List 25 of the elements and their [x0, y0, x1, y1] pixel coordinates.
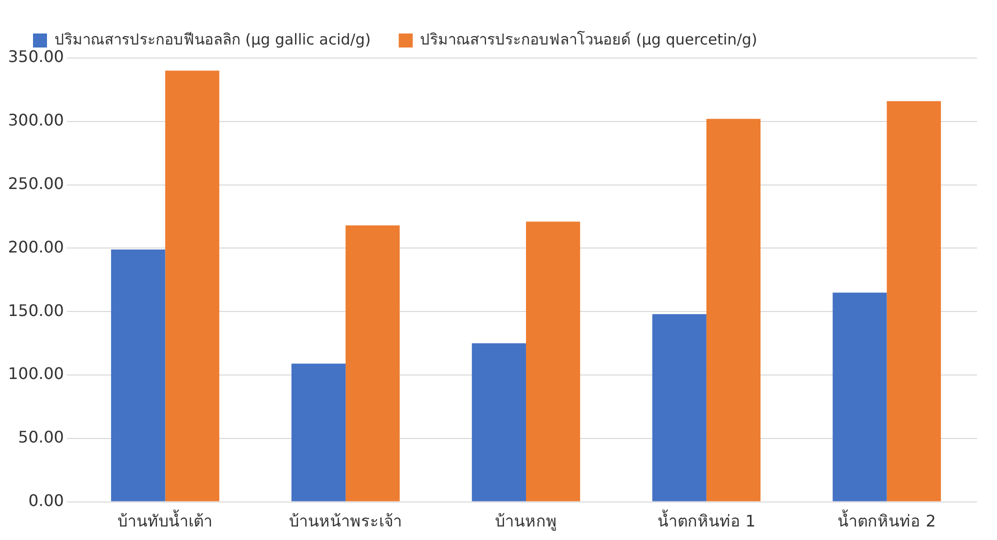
- bar: [832, 292, 887, 502]
- bar: [886, 101, 941, 502]
- legend-label: ปริมาณสารประกอบฟีนอลลิก (µg gallic acid/g): [54, 30, 371, 48]
- bar: [165, 70, 220, 502]
- y-tick-label: 150.00: [8, 300, 64, 320]
- y-tick-label: 100.00: [8, 364, 64, 384]
- bar: [652, 314, 706, 502]
- y-tick-label: 50.00: [18, 428, 64, 447]
- y-tick-label: 300.00: [8, 110, 64, 130]
- bar: [346, 225, 400, 502]
- bar: [706, 118, 761, 502]
- y-tick-label: 350.00: [8, 47, 64, 66]
- x-tick-label: บ้านทับน้ำเต้า: [118, 510, 213, 531]
- bar: [472, 343, 526, 502]
- x-tick-label: บ้านหกพู: [494, 512, 557, 532]
- bar: [526, 222, 580, 502]
- y-tick-label: 250.00: [8, 174, 64, 193]
- x-tick-label: บ้านหน้าพระเจ้า: [289, 512, 402, 531]
- bar: [111, 249, 166, 502]
- x-tick-label: น้ำตกหินท่อ 2: [838, 510, 936, 531]
- y-tick-label: 0.00: [28, 490, 64, 510]
- legend-label: ปริมาณสารประกอบฟลาโวนอยด์ (µg quercetin/g): [420, 30, 758, 48]
- bar: [291, 364, 346, 502]
- y-tick-label: 200.00: [8, 237, 64, 256]
- x-tick-label: น้ำตกหินท่อ 1: [657, 510, 756, 531]
